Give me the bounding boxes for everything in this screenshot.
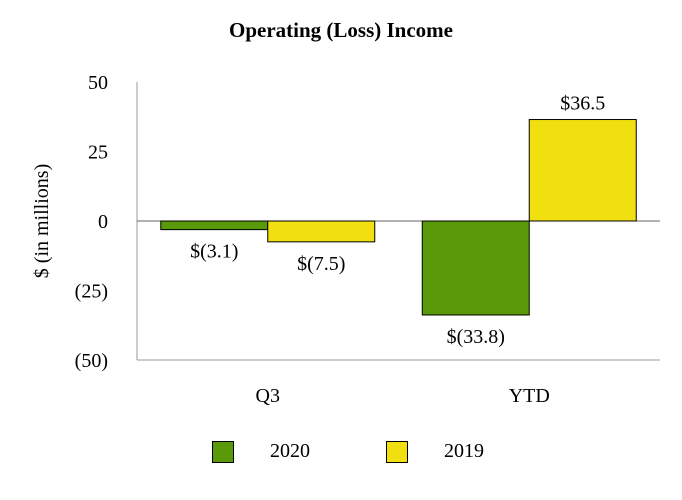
y-tick-label: (25) (75, 281, 108, 303)
y-axis-label: $ (in millions) (31, 164, 53, 278)
legend-label-2019: 2019 (444, 440, 484, 462)
bar-2020-ytd (421, 220, 530, 316)
y-tick-label: 25 (88, 142, 108, 164)
legend: 2020 2019 (0, 440, 682, 476)
bar-2019-q3 (267, 220, 376, 243)
bar-2020-q3 (160, 220, 269, 231)
x-tick-label: YTD (509, 385, 550, 407)
data-label: $(7.5) (297, 253, 345, 275)
y-tick-label: 0 (98, 211, 108, 233)
data-label: $36.5 (560, 93, 605, 115)
legend-swatch-2020 (212, 440, 234, 463)
data-label: $(33.8) (447, 326, 505, 348)
legend-swatch-2019 (386, 440, 408, 463)
data-label: $(3.1) (190, 241, 238, 263)
y-tick-label: (50) (75, 350, 108, 372)
y-tick-label: 50 (88, 72, 108, 94)
chart-title: Operating (Loss) Income (229, 18, 453, 42)
legend-label-2020: 2020 (270, 440, 310, 462)
bar-2019-ytd (528, 119, 637, 222)
legend-item-2019: 2019 (386, 440, 484, 463)
x-tick-label: Q3 (256, 385, 280, 407)
bar-chart: 50 25 0 (25) (50) $ (in millions) Q3 $(3.1) $(7.… (31, 72, 660, 407)
legend-item-2020: 2020 (212, 440, 310, 463)
